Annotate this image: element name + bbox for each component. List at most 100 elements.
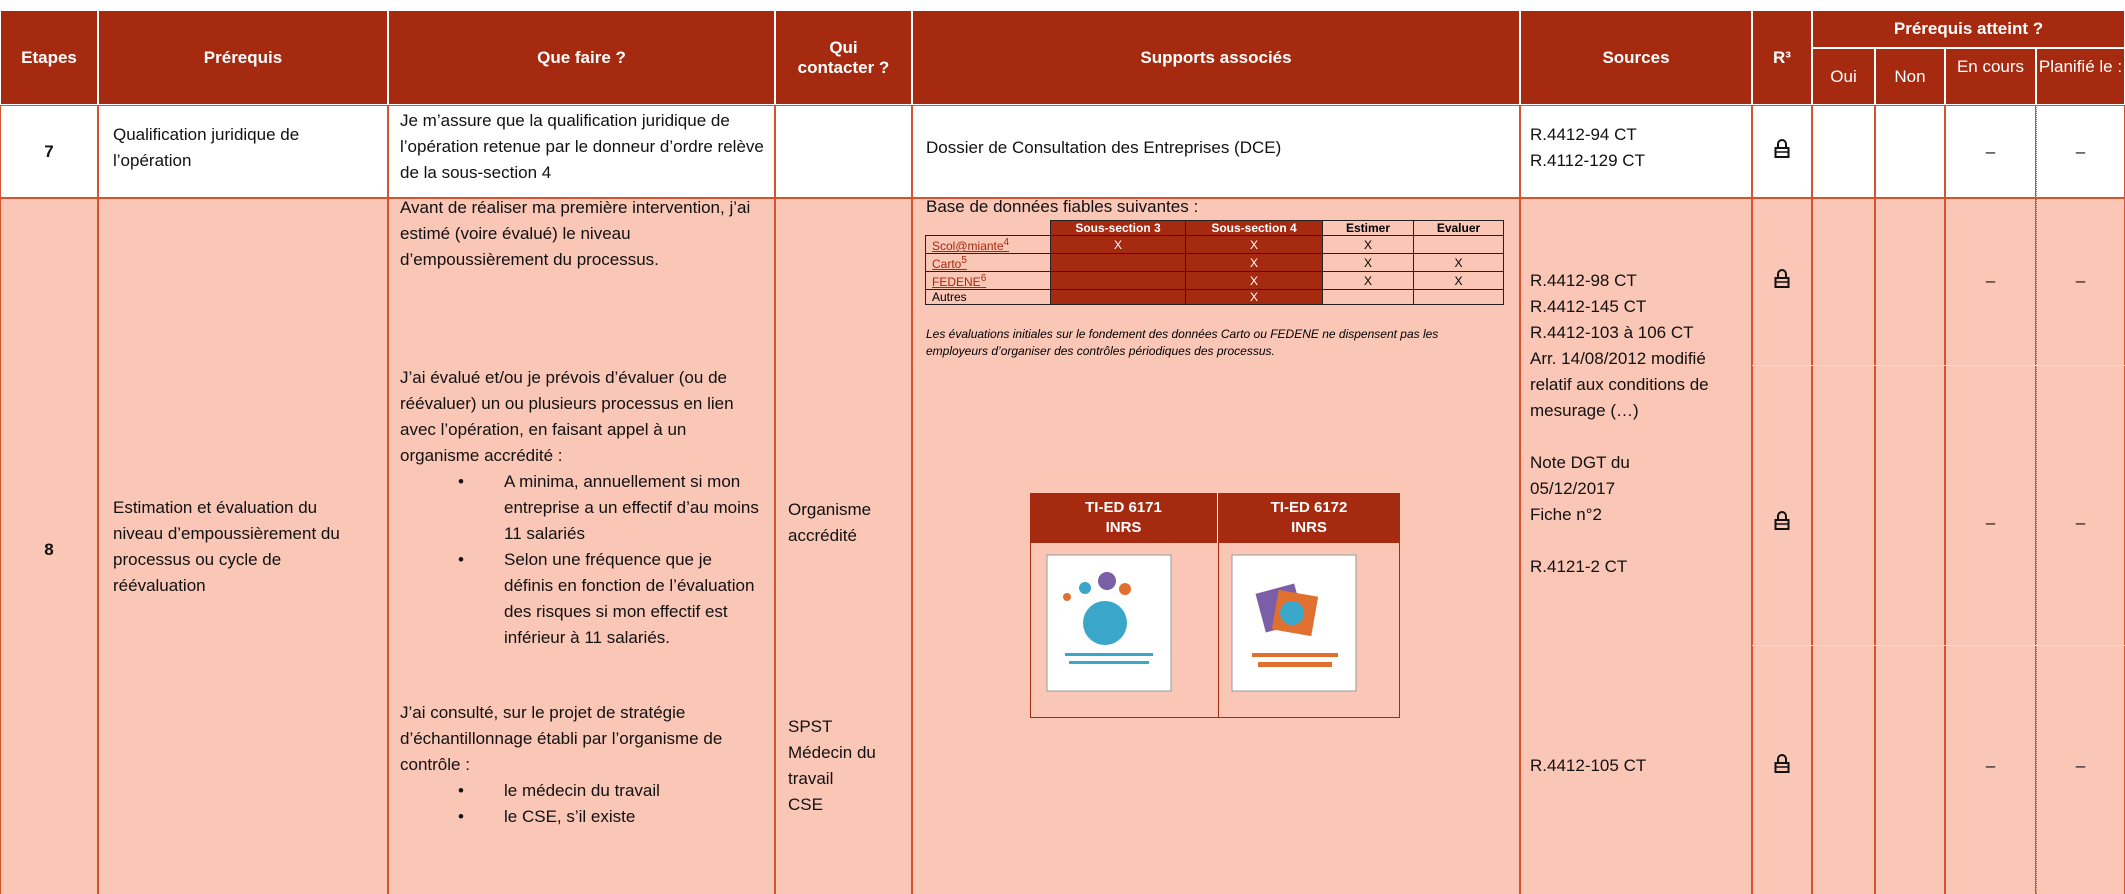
- header-cell: Non: [1875, 48, 1945, 105]
- db-header: Evaluer: [1413, 220, 1504, 236]
- cell: [1752, 105, 1812, 198]
- cell: [0, 105, 98, 198]
- cell: [0, 198, 98, 894]
- header-cell: Qui contacter ?: [775, 10, 912, 105]
- source: R.4412-103 à 106 CT: [1530, 323, 1694, 342]
- header-planifie: Planifié le :: [2038, 57, 2123, 76]
- cell: [1945, 198, 2036, 894]
- source: Note DGT du 05/12/2017: [1530, 453, 1630, 498]
- db-cell: X: [1185, 271, 1323, 290]
- db-link[interactable]: Scol@miante4: [932, 237, 1009, 253]
- cover-art: [1119, 583, 1131, 595]
- que-faire: Avant de réaliser ma première interventi…: [400, 198, 751, 269]
- cell: [1945, 105, 2036, 198]
- que-faire: J’ai consulté, sur le projet de stratégi…: [400, 703, 723, 774]
- header-non: Non: [1894, 67, 1926, 86]
- support-intro: Base de données fiables suivantes :: [926, 197, 1199, 216]
- doc-cover: [1046, 554, 1172, 692]
- cell: [388, 105, 775, 198]
- bullet: le médecin du travail: [400, 778, 765, 804]
- db-cell: X: [1322, 271, 1414, 290]
- contact: SPST Médecin du travail CSE: [788, 717, 876, 814]
- cell: [1875, 198, 1945, 894]
- db-name: FEDENE: [932, 275, 981, 289]
- status-planifie: –: [2075, 513, 2086, 532]
- doc-header: TI-ED 6172 INRS: [1218, 493, 1400, 543]
- lock-icon: [1774, 754, 1790, 773]
- que-faire-block: J’ai évalué et/ou je prévois d’évaluer (…: [400, 365, 765, 651]
- que-faire: J’ai évalué et/ou je prévois d’évaluer (…: [400, 368, 734, 465]
- db-header: Sous-section 3: [1050, 220, 1186, 236]
- header-qui-contacter: Qui contacter ?: [797, 37, 890, 77]
- source-group: Note DGT du 05/12/2017 Fiche n°2: [1530, 450, 1680, 528]
- bullet-list: A minima, annuellement si mon entreprise…: [400, 469, 765, 651]
- cell: [2036, 198, 2125, 894]
- db-cell: X: [1185, 289, 1323, 305]
- db-name: Carto: [932, 257, 962, 271]
- header-cell: Planifié le :: [2036, 48, 2125, 105]
- sources-block: R.4412-98 CT R.4412-145 CT R.4412-103 à …: [1530, 268, 1735, 580]
- doc-divider: [1218, 543, 1219, 718]
- cell: [1812, 105, 1875, 198]
- cell: [98, 105, 388, 198]
- cover-art: [1079, 582, 1091, 594]
- cover-art: [1063, 593, 1071, 601]
- source: Arr. 14/08/2012 modifié relatif aux cond…: [1530, 349, 1709, 420]
- prerequis: Qualification juridique de l’opération: [113, 125, 300, 170]
- header-atteint: Prérequis atteint ?: [1893, 19, 2044, 38]
- bullet-list: le médecin du travail le CSE, s’il exist…: [400, 778, 765, 830]
- db-name: Autres: [925, 289, 1051, 305]
- sub-row-divider: [1752, 645, 2125, 646]
- bullet: Selon une fréquence que je définis en fo…: [400, 547, 765, 651]
- db-link[interactable]: FEDENE6: [932, 273, 987, 289]
- support-note: Les évaluations initiales sur le fondeme…: [926, 327, 1439, 358]
- cell: [775, 198, 912, 894]
- que-faire: Je m’assure que la qualification juridiq…: [400, 111, 764, 182]
- cover-art: [1252, 653, 1338, 657]
- cell: [1520, 198, 1752, 894]
- source: Fiche n°2: [1530, 505, 1603, 524]
- lock-icon: [1774, 139, 1790, 158]
- footnote-ref: 5: [961, 255, 967, 266]
- etape: 8: [44, 540, 54, 559]
- db-cell: X: [1185, 235, 1323, 254]
- db-cell: X: [1322, 235, 1414, 254]
- db-cell: [1322, 289, 1414, 305]
- database-table: Sous-section 3 Sous-section 4 Estimer Ev…: [925, 220, 1504, 305]
- cell: [1752, 198, 1812, 894]
- cell: [1875, 105, 1945, 198]
- source: R.4412-145 CT: [1530, 297, 1647, 316]
- db-header: Estimer: [1322, 220, 1414, 236]
- lock-icon: [1774, 269, 1790, 288]
- db-link[interactable]: Carto5: [932, 255, 967, 271]
- que-faire-block: J’ai consulté, sur le projet de stratégi…: [400, 700, 765, 830]
- source: R.4412-94 CT: [1530, 125, 1637, 144]
- status-en-cours: –: [1985, 271, 1996, 290]
- footnote-ref: 6: [980, 273, 987, 284]
- db-cell: X: [1413, 271, 1504, 290]
- status-planifie: –: [2075, 756, 2086, 775]
- source: R.4412-105 CT: [1530, 756, 1647, 775]
- doc-publisher: INRS: [1291, 519, 1327, 536]
- contact: Organisme accrédité: [788, 500, 872, 545]
- header-cell: Sources: [1520, 10, 1752, 105]
- db-cell: X: [1413, 253, 1504, 272]
- db-cell: X: [1185, 253, 1323, 272]
- header-cell: Oui: [1812, 48, 1875, 105]
- cover-art: [1083, 601, 1127, 645]
- header-que-faire: Que faire ?: [537, 47, 626, 67]
- support: Dossier de Consultation des Entreprises …: [926, 138, 1282, 157]
- bullet: le CSE, s’il existe: [400, 804, 765, 830]
- sub-row-divider: [1752, 365, 2125, 366]
- db-cell: X: [1322, 253, 1414, 272]
- etape: 7: [44, 142, 54, 161]
- doc-cover: [1231, 554, 1357, 692]
- header-oui: Oui: [1830, 67, 1857, 86]
- header-r3: R³: [1773, 47, 1791, 67]
- header-sources: Sources: [1602, 47, 1670, 67]
- status-en-cours: –: [1985, 513, 1996, 532]
- db-cell: [1413, 235, 1504, 254]
- status-planifie: –: [2075, 271, 2086, 290]
- cover-art: [1258, 662, 1332, 667]
